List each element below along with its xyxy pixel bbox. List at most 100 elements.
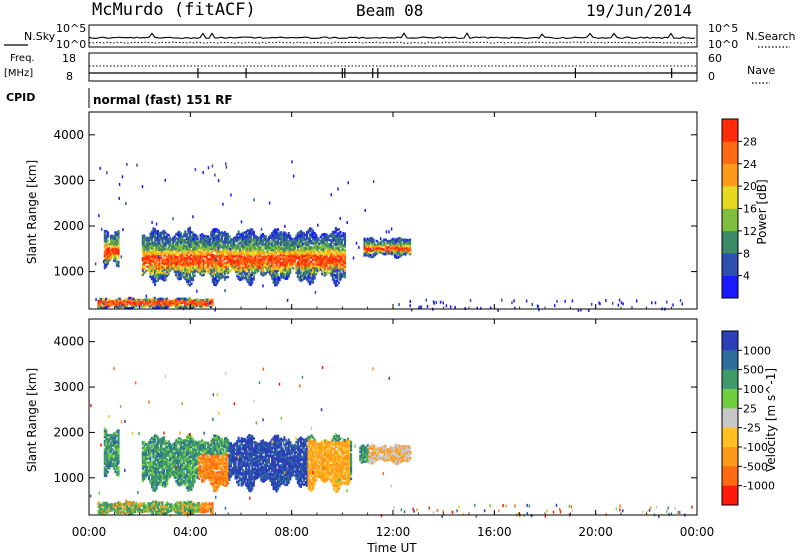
echo-cell <box>176 303 179 307</box>
echo-cell <box>155 479 158 483</box>
echo-cell <box>167 248 170 251</box>
echo-cell <box>334 284 337 287</box>
echo-cell <box>386 248 389 251</box>
echo-cell <box>222 454 225 458</box>
echo-cell <box>179 450 182 454</box>
echo-cell <box>199 240 202 243</box>
echo-cell <box>217 268 220 272</box>
echo-cell <box>334 235 337 238</box>
echo-cell <box>169 475 172 478</box>
echo-cell <box>331 245 334 248</box>
echo-cell <box>204 269 207 273</box>
echo-cell <box>117 234 120 237</box>
echo-cell <box>269 265 272 268</box>
echo-cell <box>117 305 120 309</box>
echo-cell <box>187 246 190 249</box>
echo-cell <box>193 452 196 455</box>
echo-cell <box>266 254 269 257</box>
echo-cell <box>240 273 243 277</box>
sparse-echo <box>426 304 429 308</box>
echo-cell <box>175 273 178 277</box>
echo-cell <box>211 268 214 271</box>
echo-cell <box>106 258 109 261</box>
echo-cell <box>378 242 381 246</box>
echo-cell <box>198 244 201 248</box>
echo-cell <box>170 256 173 260</box>
echo-cell <box>372 238 375 242</box>
echo-cell <box>194 302 197 306</box>
echo-cell <box>389 239 392 243</box>
echo-cell <box>158 473 161 476</box>
echo-cell <box>278 256 281 259</box>
echo-cell <box>103 302 106 305</box>
echo-cell <box>213 483 216 486</box>
echo-cell <box>248 258 251 261</box>
echo-cell <box>176 270 179 274</box>
echo-cell <box>184 440 187 444</box>
echo-cell <box>274 244 277 248</box>
echo-cell <box>178 473 181 477</box>
echo-cell <box>219 239 222 243</box>
echo-cell <box>165 303 168 307</box>
echo-cell <box>278 268 281 271</box>
echo-cell <box>274 228 277 232</box>
echo-cell <box>130 302 134 305</box>
echo-cell <box>147 267 150 270</box>
echo-cell <box>166 482 169 486</box>
echo-cell <box>337 267 340 270</box>
echo-cell <box>324 273 327 277</box>
echo-cell <box>163 264 166 268</box>
echo-cell <box>313 238 316 241</box>
echo-cell <box>220 451 223 455</box>
echo-cell <box>184 299 187 303</box>
echo-cell <box>246 233 249 236</box>
echo-cell <box>396 239 400 243</box>
echo-cell <box>117 449 120 453</box>
echo-cell <box>226 475 230 479</box>
echo-cell <box>249 228 252 231</box>
echo-cell <box>150 255 154 258</box>
echo-cell <box>225 245 228 248</box>
echo-cell <box>334 263 337 267</box>
echo-cell <box>211 298 214 301</box>
echo-cell <box>229 240 233 243</box>
echo-cell <box>217 250 220 253</box>
echo-cell <box>166 266 169 269</box>
echo-cell <box>214 242 217 246</box>
echo-cell <box>108 456 111 460</box>
echo-cell <box>296 250 299 254</box>
echo-cell <box>343 257 347 260</box>
echo-cell <box>190 455 193 459</box>
echo-cell <box>105 265 108 268</box>
echo-cell <box>302 250 306 254</box>
echo-cell <box>153 454 157 458</box>
echo-cell <box>210 460 213 463</box>
sparse-echo <box>364 208 366 212</box>
echo-cell <box>160 231 163 235</box>
echo-cell <box>141 446 144 450</box>
echo-cell <box>293 259 296 263</box>
echo-cell <box>120 305 123 309</box>
echo-cell <box>155 236 158 240</box>
echo-cell <box>321 250 324 253</box>
echo-cell <box>236 448 239 451</box>
echo-cell <box>213 438 216 441</box>
colorbar-segment <box>722 253 738 276</box>
echo-cell <box>342 252 345 256</box>
echo-cell <box>333 247 336 250</box>
echo-cell <box>152 454 155 457</box>
echo-cell <box>299 234 302 237</box>
date-title: 19/Jun/2014 <box>586 1 692 20</box>
sparse-echo <box>666 300 668 304</box>
echo-cell <box>257 238 260 242</box>
echo-cell <box>144 300 147 303</box>
echo-cell <box>321 262 324 266</box>
echo-cell <box>115 458 119 462</box>
echo-cell <box>156 440 160 443</box>
echo-cell <box>339 263 342 267</box>
echo-cell <box>100 306 103 309</box>
echo-cell <box>333 277 336 281</box>
echo-cell <box>143 449 146 452</box>
echo-cell <box>283 272 286 275</box>
echo-cell <box>208 243 211 247</box>
